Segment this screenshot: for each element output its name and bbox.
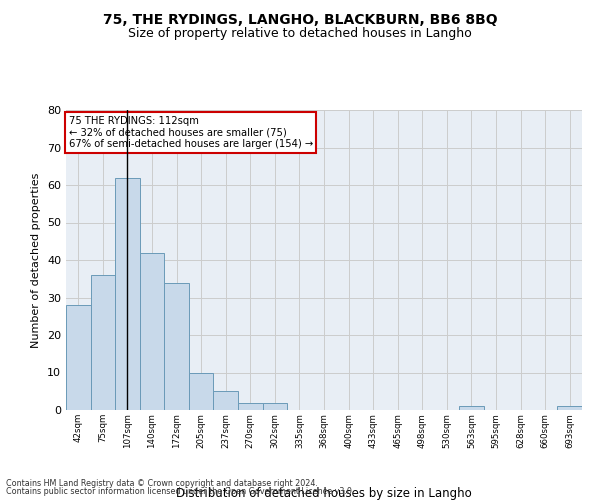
Bar (557, 406, 582, 410)
Bar (115, 178, 140, 410)
Bar (263, 402, 287, 410)
Bar (164, 282, 189, 410)
Bar (140, 252, 164, 410)
Y-axis label: Number of detached properties: Number of detached properties (31, 172, 41, 348)
Bar (459, 406, 484, 410)
Bar (189, 372, 214, 410)
X-axis label: Distribution of detached houses by size in Langho: Distribution of detached houses by size … (176, 486, 472, 500)
Text: Contains HM Land Registry data © Crown copyright and database right 2024.: Contains HM Land Registry data © Crown c… (6, 478, 318, 488)
Bar (238, 402, 263, 410)
Bar (91, 275, 115, 410)
Bar (214, 391, 238, 410)
Text: 75, THE RYDINGS, LANGHO, BLACKBURN, BB6 8BQ: 75, THE RYDINGS, LANGHO, BLACKBURN, BB6 … (103, 12, 497, 26)
Bar (66, 305, 91, 410)
Text: Contains public sector information licensed under the Open Government Licence v3: Contains public sector information licen… (6, 487, 355, 496)
Text: 75 THE RYDINGS: 112sqm
← 32% of detached houses are smaller (75)
67% of semi-det: 75 THE RYDINGS: 112sqm ← 32% of detached… (68, 116, 313, 149)
Text: Size of property relative to detached houses in Langho: Size of property relative to detached ho… (128, 28, 472, 40)
